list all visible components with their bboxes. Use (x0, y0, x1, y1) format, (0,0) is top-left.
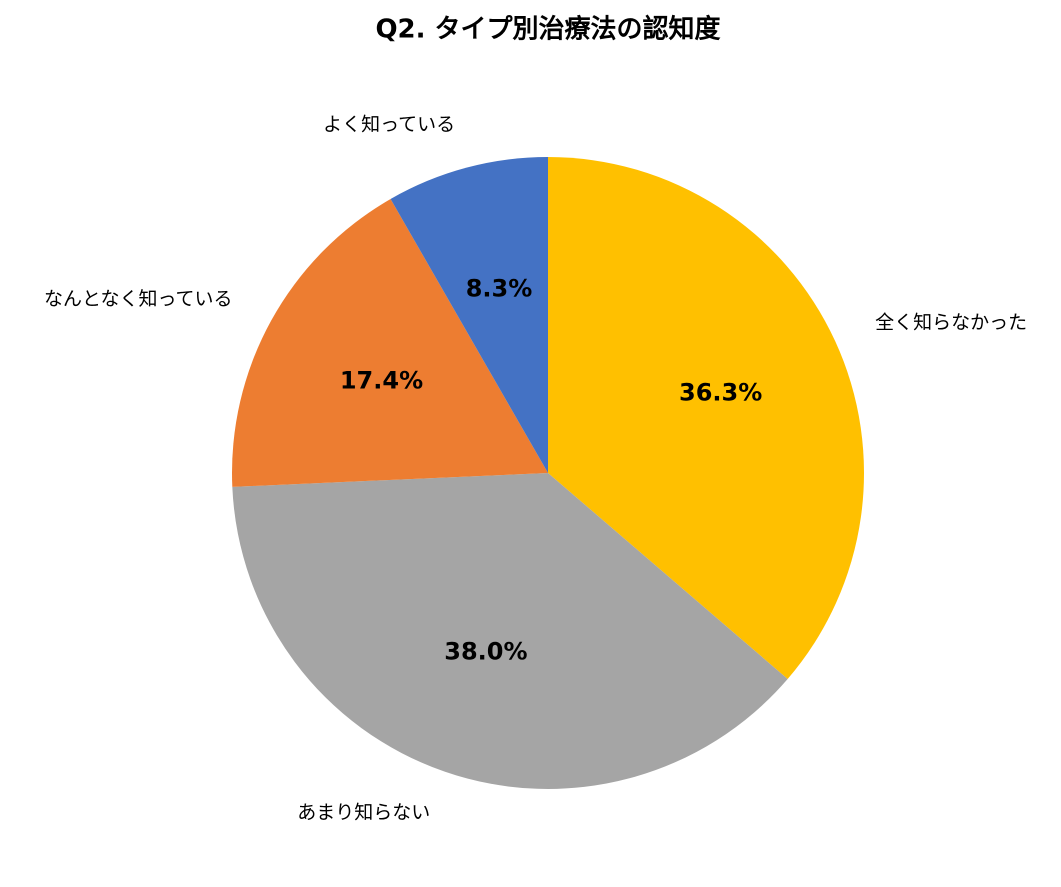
chart-title: Q2. タイプ別治療法の認知度 (375, 14, 720, 45)
category-label: 全く知らなかった (875, 311, 1027, 333)
category-label: なんとなく知っている (44, 288, 232, 310)
pie-slice (390, 157, 548, 473)
value-label: 17.4% (340, 366, 423, 394)
value-label: 36.3% (679, 379, 762, 407)
pie-slice (548, 157, 865, 679)
pie-slice (231, 199, 548, 487)
category-label: よく知っている (323, 114, 455, 136)
pie-slice (232, 473, 788, 790)
category-label: あまり知らない (297, 802, 430, 824)
value-label: 38.0% (444, 638, 527, 666)
value-label: 8.3% (466, 274, 533, 302)
